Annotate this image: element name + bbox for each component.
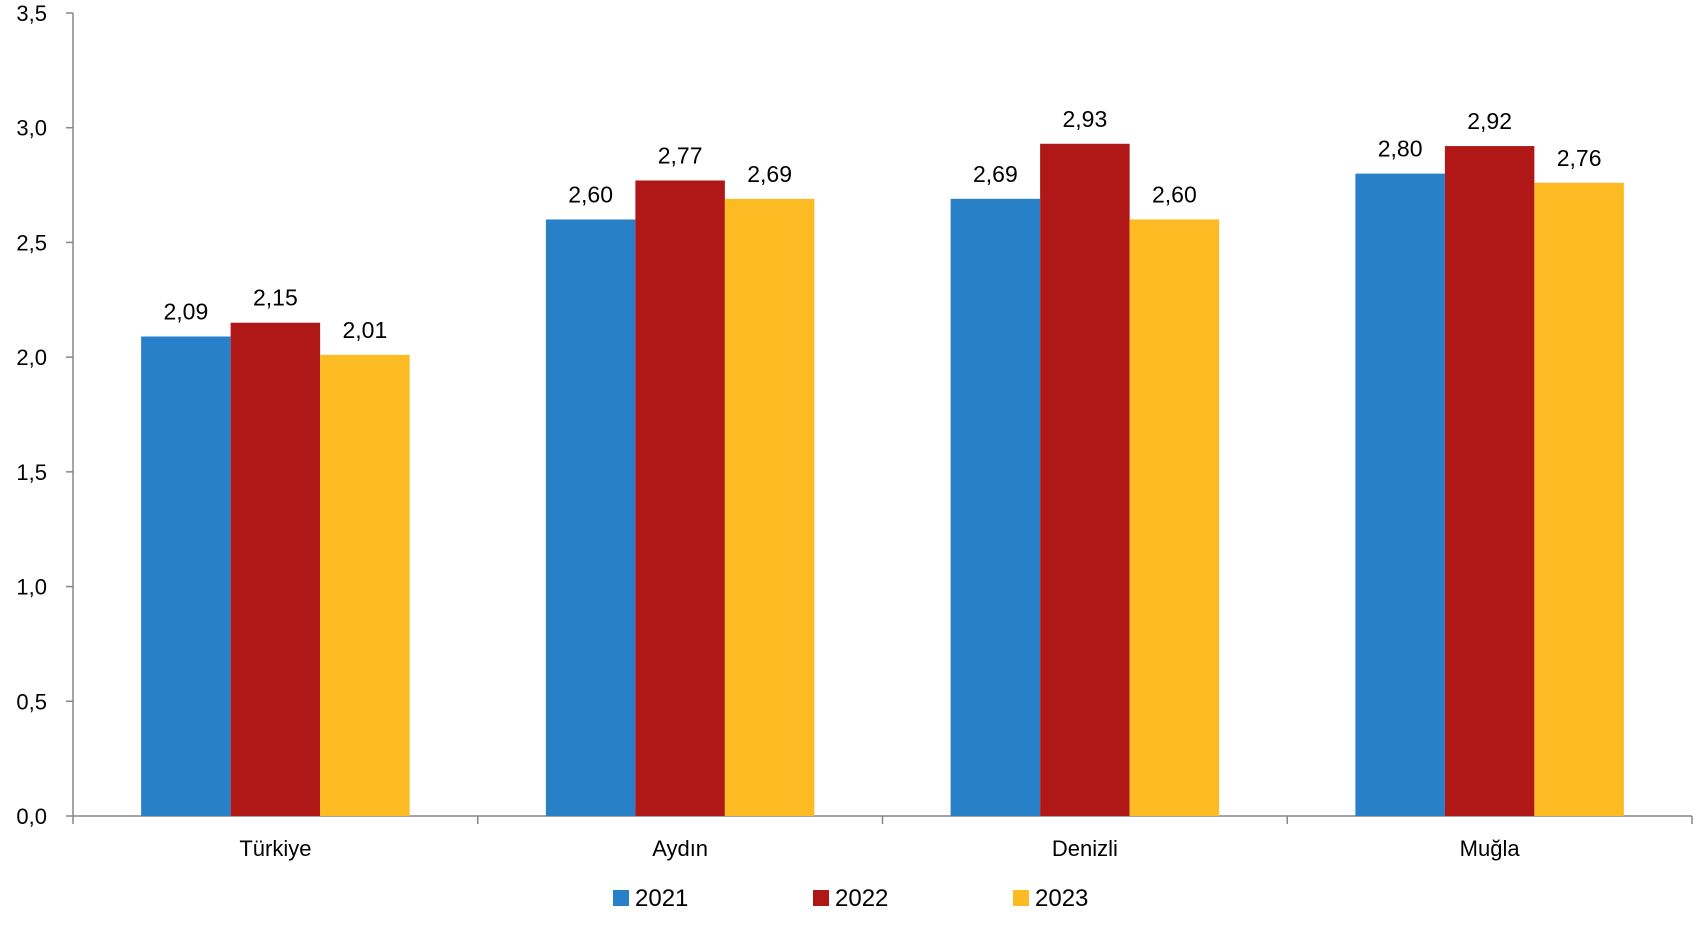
x-category-label: Denizli	[1052, 836, 1118, 861]
data-label: 2,09	[163, 298, 208, 324]
x-axis: Türkiye Aydın Denizli Muğla	[72, 815, 1693, 861]
bars-group	[141, 143, 1624, 817]
bar-2023-1	[724, 198, 815, 816]
data-label: 2,01	[342, 317, 387, 343]
bar-2021-2	[950, 198, 1041, 816]
legend-label: 2023	[1035, 885, 1088, 912]
y-tick-label: 3,0	[16, 116, 47, 141]
y-tick-label: 0,5	[16, 689, 47, 714]
y-tick-label: 3,5	[16, 1, 47, 26]
y-axis: 0,0 0,5 1,0 1,5 2,0 2,5 3,0 3,5	[16, 1, 74, 829]
data-label: 2,69	[747, 161, 792, 187]
legend-swatch-2022	[813, 890, 829, 906]
y-tick-label: 2,5	[16, 230, 47, 255]
y-tick-label: 1,0	[16, 575, 47, 600]
data-label: 2,77	[658, 142, 703, 168]
bar-2021-0	[141, 336, 231, 816]
y-tick-label: 2,0	[16, 345, 47, 370]
data-label: 2,69	[973, 161, 1018, 187]
y-tick-label: 0,0	[16, 804, 47, 829]
bar-2021-1	[545, 219, 636, 816]
bar-2022-0	[230, 322, 321, 816]
bar-2023-0	[320, 354, 410, 816]
y-tick-label: 1,5	[16, 460, 47, 485]
bar-2023-3	[1534, 182, 1624, 816]
legend-swatch-2023	[1013, 890, 1029, 906]
legend-swatch-2021	[613, 890, 629, 906]
data-label: 2,92	[1467, 108, 1512, 134]
data-label: 2,15	[253, 285, 298, 311]
legend: 2021 2022 2023	[613, 885, 1088, 912]
data-label: 2,93	[1062, 106, 1107, 132]
data-label: 2,60	[568, 181, 613, 207]
data-label: 2,80	[1378, 136, 1423, 162]
x-category-label: Aydın	[652, 836, 708, 861]
legend-label: 2021	[635, 885, 688, 912]
bar-2022-2	[1040, 143, 1130, 816]
bar-2022-1	[635, 180, 725, 817]
x-category-label: Muğla	[1460, 836, 1521, 861]
data-label: 2,76	[1557, 145, 1602, 171]
bar-2021-3	[1355, 173, 1445, 817]
data-labels-group: 2,09 2,15 2,01 2,60 2,77 2,69 2,69 2,93 2,60 2,80…	[163, 106, 1601, 343]
bar-2022-3	[1444, 146, 1535, 816]
legend-label: 2022	[835, 885, 888, 912]
bar-2023-2	[1129, 219, 1220, 816]
data-label: 2,60	[1152, 181, 1197, 207]
x-category-label: Türkiye	[239, 836, 311, 861]
